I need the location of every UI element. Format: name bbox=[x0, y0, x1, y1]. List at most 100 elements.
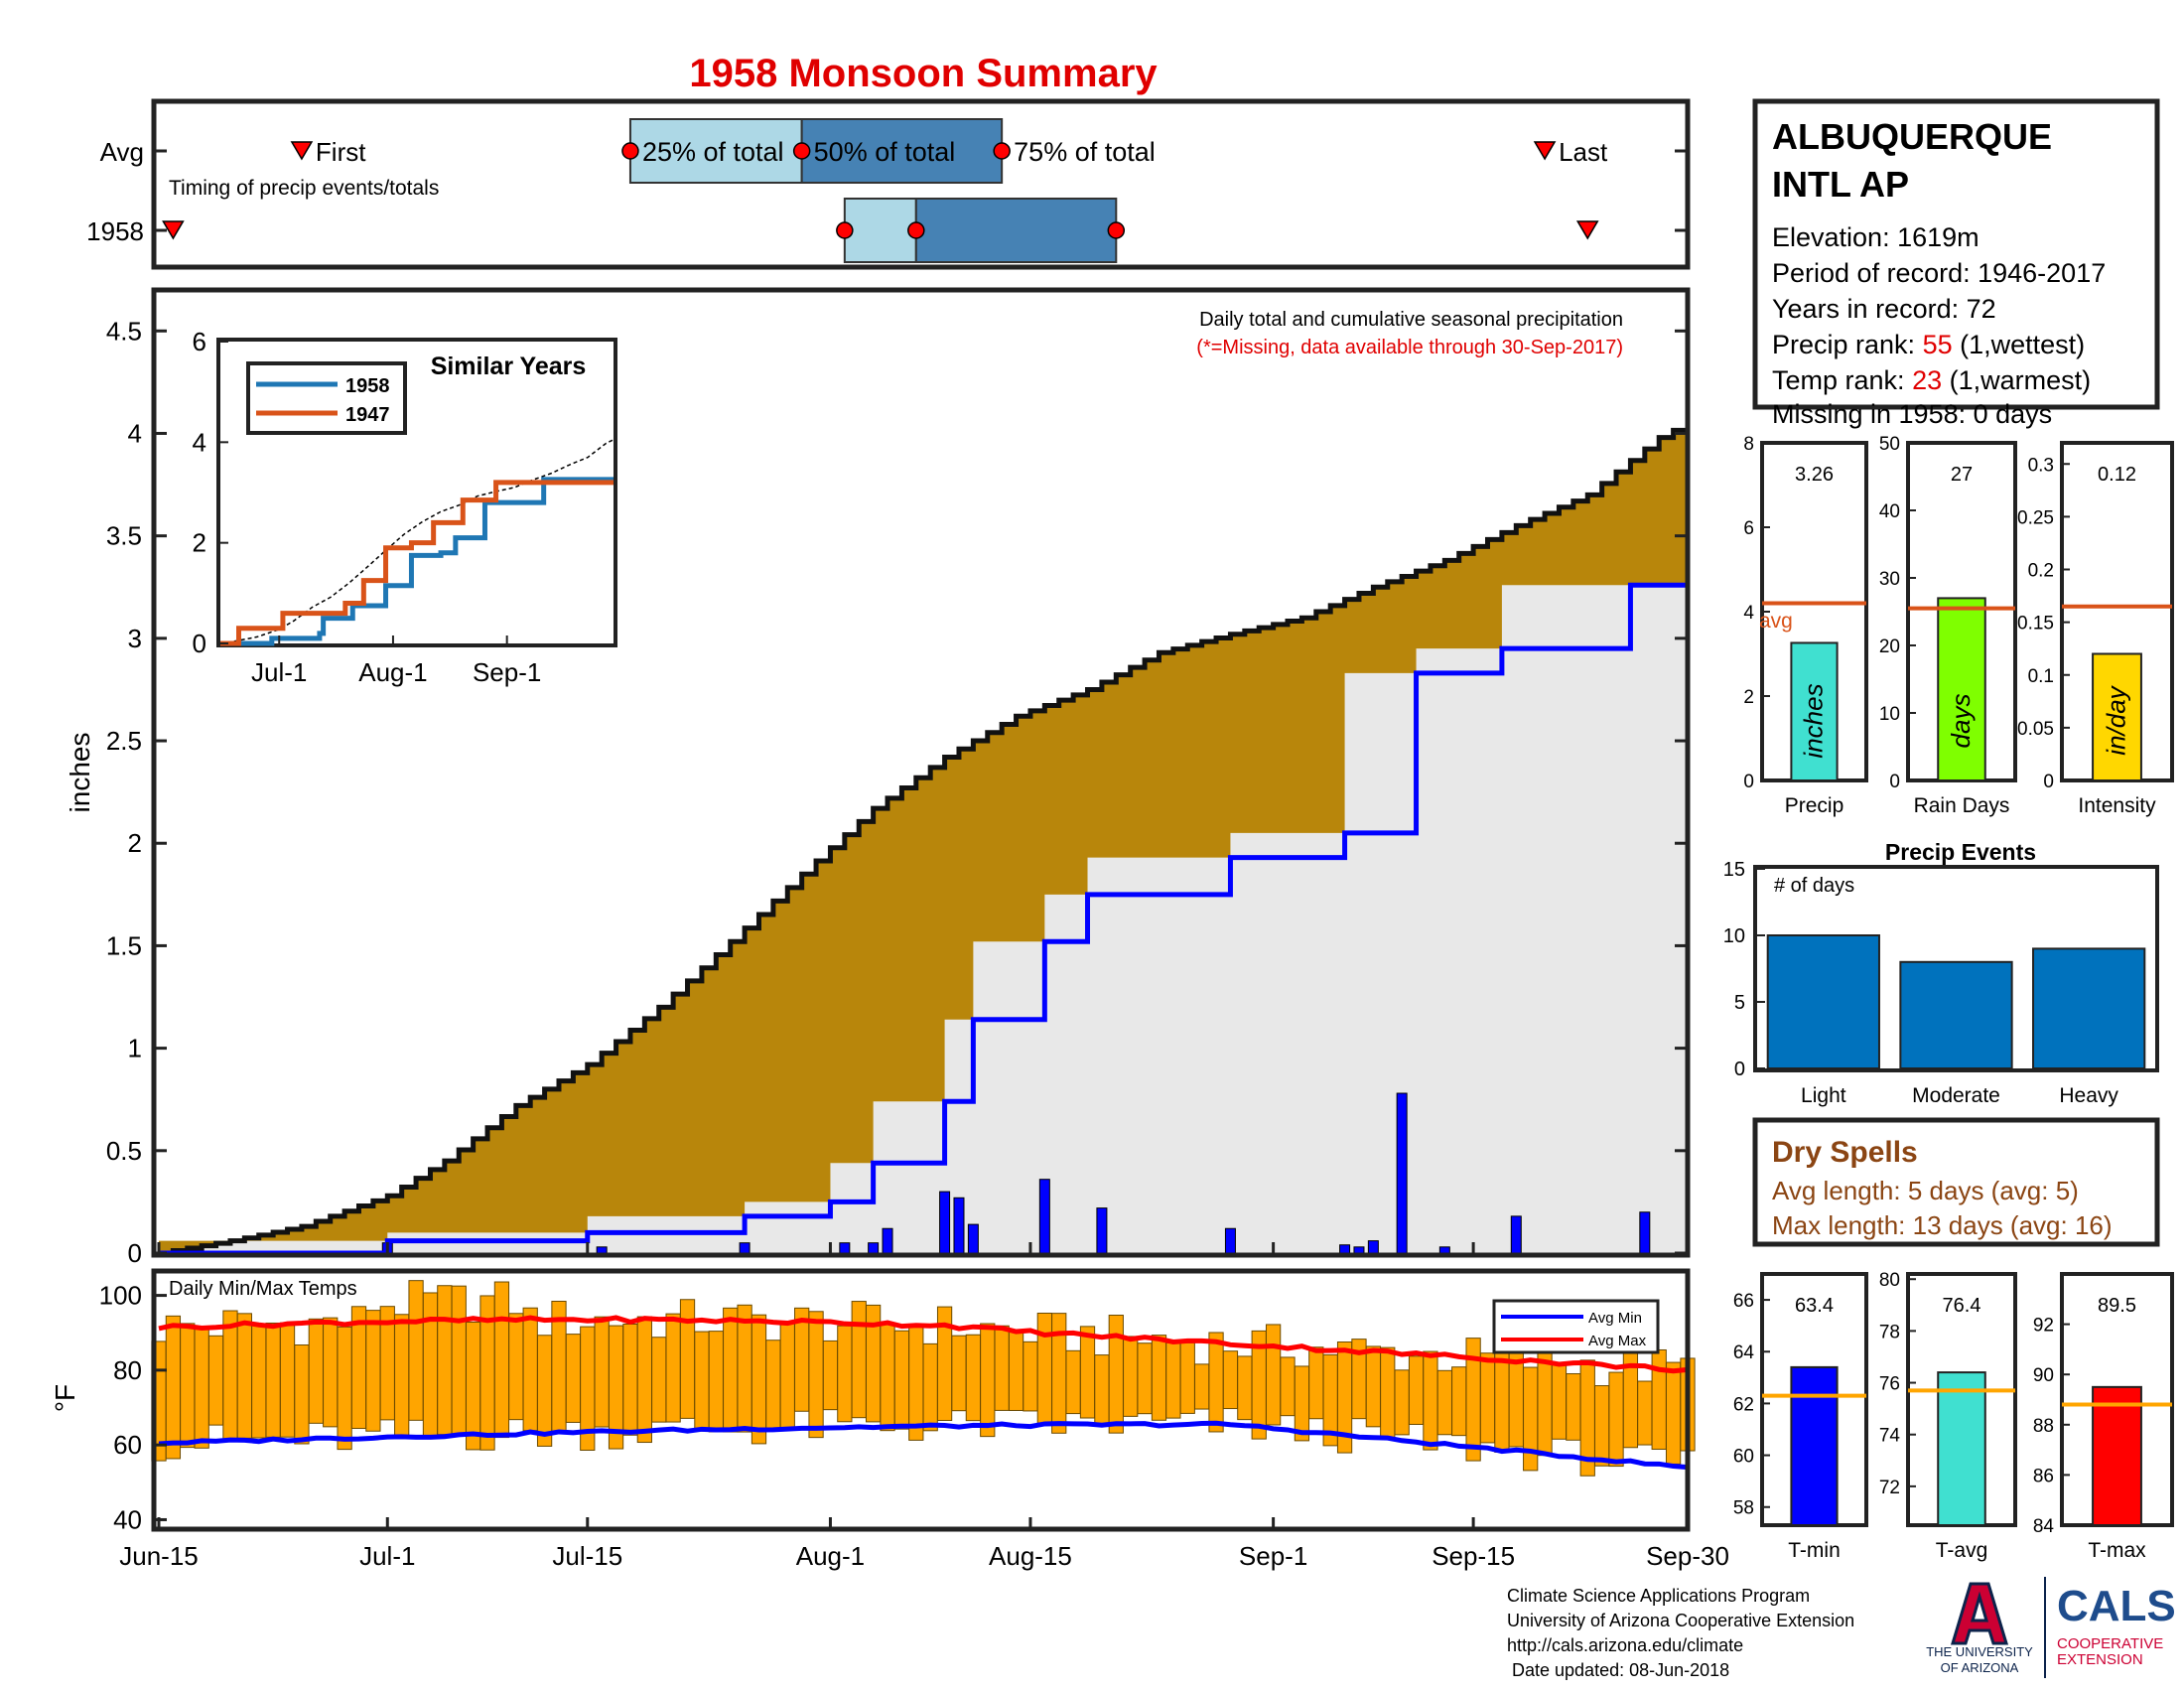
daily-temp-range-bar bbox=[1023, 1340, 1038, 1412]
dry-frame bbox=[1752, 1117, 2160, 1247]
daily-temp-range-bar bbox=[279, 1322, 296, 1438]
station-period: Period of record: 1946-2017 bbox=[1772, 258, 2106, 288]
legend-avg-max: Avg Max bbox=[1588, 1333, 1647, 1349]
event-label-moderate: Moderate bbox=[1912, 1084, 2000, 1107]
daily-temp-range-bar bbox=[294, 1344, 310, 1445]
tmax-summary-ytick-label: 92 bbox=[2033, 1316, 2054, 1337]
daily-precip-bar bbox=[1224, 1227, 1236, 1254]
tmax-summary-ytick-label: 88 bbox=[2033, 1416, 2054, 1437]
station-missing: Missing in 1958: 0 days bbox=[1772, 399, 2052, 429]
inset-title: Similar Years bbox=[431, 353, 587, 380]
raindays-summary-label: Rain Days bbox=[1914, 794, 2010, 817]
daily-precip-bar bbox=[739, 1242, 751, 1254]
dry-title: Dry Spells bbox=[1772, 1136, 1918, 1169]
daily-temp-range-bar bbox=[1151, 1335, 1167, 1421]
inset-xtick-label: Sep-1 bbox=[473, 657, 541, 687]
precip-summary-label: Precip bbox=[1785, 794, 1844, 817]
station-years: Years in record: 72 bbox=[1772, 294, 1996, 324]
tmax-summary-ytick-label: 84 bbox=[2033, 1516, 2055, 1537]
avg-first-triangle bbox=[290, 141, 314, 161]
daily-temp-range-bar bbox=[565, 1334, 582, 1423]
events-ytick-label: 0 bbox=[1734, 1058, 1745, 1080]
temps-ytick-label: 100 bbox=[99, 1281, 142, 1311]
intensity-summary-ytick-label: 0.25 bbox=[2017, 507, 2054, 528]
raindays-summary-ytick-label: 0 bbox=[1889, 772, 1900, 792]
precip-ytick-label: 4.5 bbox=[106, 316, 142, 346]
daily-temp-range-bar bbox=[1423, 1350, 1438, 1451]
year-p25-marker bbox=[836, 221, 854, 239]
daily-temp-range-bar bbox=[1265, 1324, 1282, 1426]
daily-temp-range-bar bbox=[1665, 1361, 1682, 1465]
temps-ytick-label: 80 bbox=[113, 1355, 142, 1385]
tmax-summary-ytick-label: 86 bbox=[2033, 1466, 2054, 1486]
daily-precip-bar bbox=[1038, 1179, 1050, 1254]
daily-temp-range-bar bbox=[1637, 1380, 1653, 1446]
raindays-summary-ytick-label: 40 bbox=[1879, 501, 1900, 522]
cals-logo: CALS COOPERATIVE EXTENSION bbox=[2057, 1582, 2176, 1668]
daily-precip-bar bbox=[953, 1197, 965, 1254]
raindays-summary-ytick-label: 10 bbox=[1879, 704, 1900, 725]
precip-missing-note: (*=Missing, data available through 30-Se… bbox=[1196, 337, 1623, 358]
raindays-summary-ytick-label: 50 bbox=[1879, 434, 1900, 455]
daily-precip-bar bbox=[1396, 1092, 1408, 1254]
daily-precip-bar bbox=[1438, 1246, 1450, 1254]
daily-temp-range-bar bbox=[837, 1325, 853, 1423]
daily-precip-bar bbox=[1510, 1215, 1522, 1254]
intensity-summary-ytick-label: 0.3 bbox=[2028, 455, 2054, 476]
station-temp-rank: Temp rank: 23 (1,warmest) bbox=[1772, 365, 2091, 395]
daily-temp-range-bar bbox=[1280, 1356, 1296, 1417]
precip-summary-ytick-label: 4 bbox=[1743, 603, 1754, 624]
temps-caption: Daily Min/Max Temps bbox=[169, 1278, 357, 1300]
daily-temp-range-bar bbox=[765, 1340, 781, 1430]
events-ytick-label: 10 bbox=[1723, 925, 1745, 947]
precip-ytick-label: 3 bbox=[128, 624, 142, 653]
daily-precip-bar bbox=[967, 1223, 979, 1254]
daily-precip-bar bbox=[939, 1191, 951, 1254]
daily-temp-range-bar bbox=[1551, 1363, 1568, 1440]
cals-coop-line2: EXTENSION bbox=[2057, 1651, 2143, 1668]
avg-p50-marker bbox=[792, 142, 811, 160]
timing-caption: Timing of precip events/totals bbox=[169, 177, 439, 200]
year-p75-marker bbox=[1107, 221, 1126, 239]
tmin-summary-ytick-label: 64 bbox=[1733, 1342, 1755, 1363]
inset-series-1958 bbox=[220, 477, 614, 646]
date-xtick-label: Aug-1 bbox=[796, 1541, 865, 1571]
inset-ytick-label: 0 bbox=[193, 629, 206, 658]
daily-temp-range-bar bbox=[851, 1301, 867, 1419]
daily-temp-range-bar bbox=[1108, 1315, 1124, 1434]
inset-series-1947 bbox=[220, 480, 614, 646]
ua-logo-line2: OF ARIZONA bbox=[1941, 1660, 2019, 1675]
daily-temp-range-bar bbox=[207, 1335, 224, 1426]
daily-temp-range-bar bbox=[708, 1331, 724, 1433]
precip-frame bbox=[151, 287, 1691, 1258]
daily-temp-range-bar bbox=[908, 1324, 924, 1441]
daily-temp-range-bar bbox=[1123, 1336, 1139, 1417]
daily-temp-range-bar bbox=[751, 1314, 767, 1445]
tavg-summary-label: T-avg bbox=[1936, 1539, 1988, 1562]
intensity-summary-label: Intensity bbox=[2078, 794, 2156, 817]
avg-p25-marker bbox=[621, 142, 639, 160]
daily-temp-range-bar bbox=[437, 1285, 453, 1436]
inset-ytick-label: 2 bbox=[193, 528, 206, 558]
year-first-triangle bbox=[162, 220, 185, 240]
cals-logo-text: CALS bbox=[2057, 1582, 2176, 1630]
tavg-summary-ytick-label: 76 bbox=[1879, 1374, 1900, 1395]
daily-temp-range-bar bbox=[1436, 1369, 1452, 1436]
event-label-light: Light bbox=[1801, 1084, 1846, 1107]
intensity-summary-bar bbox=[2092, 652, 2142, 781]
inset-ytick-label: 6 bbox=[193, 327, 206, 356]
tavg-summary-ytick-label: 80 bbox=[1879, 1270, 1900, 1291]
daily-temp-range-bar bbox=[1179, 1341, 1195, 1414]
tmin-summary-value: 63.4 bbox=[1795, 1295, 1834, 1317]
daily-temp-range-bar bbox=[165, 1315, 182, 1460]
ua-logo-line1: THE UNIVERSITY bbox=[1926, 1644, 2033, 1659]
station-precip-rank: Precip rank: 55 (1,wettest) bbox=[1772, 330, 2085, 359]
intensity-summary-ytick-label: 0.1 bbox=[2028, 666, 2054, 687]
daily-temp-range-bar bbox=[408, 1280, 424, 1421]
daily-temp-range-bar bbox=[893, 1330, 910, 1430]
cumulative-1958-line bbox=[159, 582, 1688, 1256]
daily-temp-range-bar bbox=[723, 1307, 739, 1433]
daily-temp-range-bar bbox=[265, 1322, 281, 1438]
temps-ytick-label: 60 bbox=[113, 1430, 142, 1460]
